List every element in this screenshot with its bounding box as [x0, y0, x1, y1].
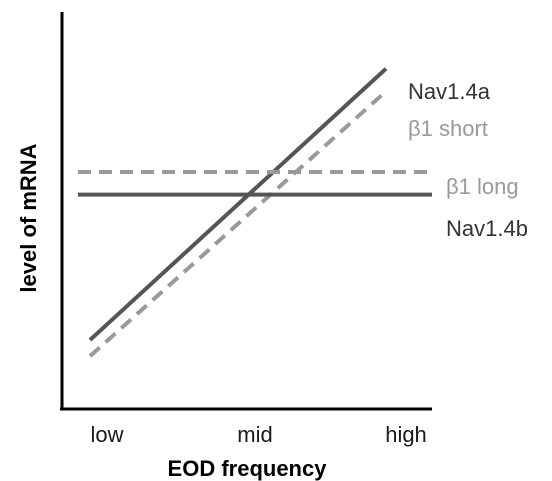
- series-layer: Nav1.4a β1 short β1 long Nav1.4b: [78, 67, 528, 358]
- series-label-1-short: β1 short: [408, 116, 488, 141]
- series-label-nav1-4b: Nav1.4b: [446, 216, 528, 241]
- y-axis-title: level of mRNA: [16, 143, 41, 292]
- series-label-nav1-4a: Nav1.4a: [408, 79, 491, 104]
- x-tick-labels: low mid high: [90, 422, 426, 447]
- x-tick-label-low: low: [90, 422, 123, 447]
- x-axis-title: EOD frequency: [168, 456, 328, 481]
- series-line-nav1-4a: [88, 67, 388, 342]
- x-tick-label-mid: mid: [237, 422, 272, 447]
- series-label-1-long: β1 long: [446, 174, 519, 199]
- axes: [60, 12, 432, 411]
- series-line-1-short: [88, 89, 388, 358]
- x-tick-label-high: high: [385, 422, 427, 447]
